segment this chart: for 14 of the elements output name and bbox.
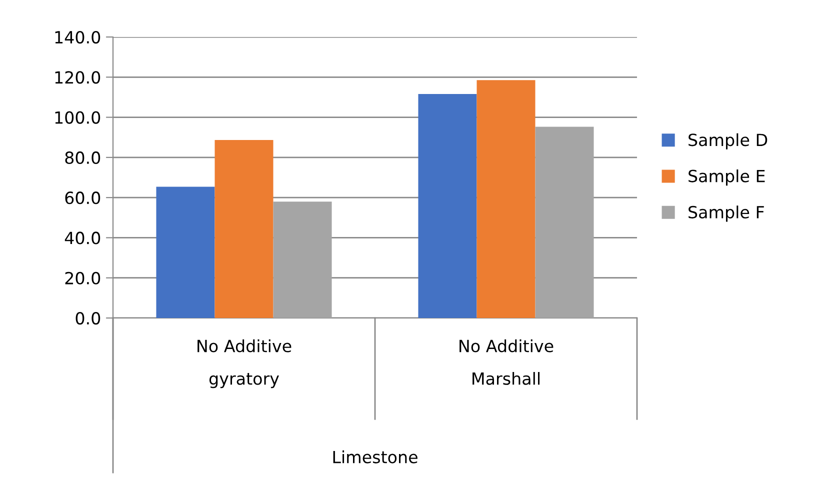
- y-tick-label: 20.0: [65, 272, 100, 284]
- text: Limestone: [333, 450, 418, 464]
- y-tick-label: 80.0: [65, 151, 100, 164]
- y-tick-label: 120.0: [55, 71, 100, 84]
- legend-label: Sample F: [688, 206, 764, 222]
- y-tick-label: 140.0: [55, 30, 100, 44]
- x-tick-label: No Additive Marshall: [460, 339, 554, 385]
- category-label: No Additive gyratory: [198, 339, 292, 388]
- y-tick-label: 60.0: [65, 192, 100, 204]
- y-tick-label: 100.0: [55, 111, 100, 124]
- y-tick-label: 40.0: [64, 232, 100, 244]
- y-tick-label: 0.0: [76, 312, 100, 325]
- legend-label: Sample E: [688, 169, 765, 186]
- legend-label: Sample D: [688, 133, 768, 150]
